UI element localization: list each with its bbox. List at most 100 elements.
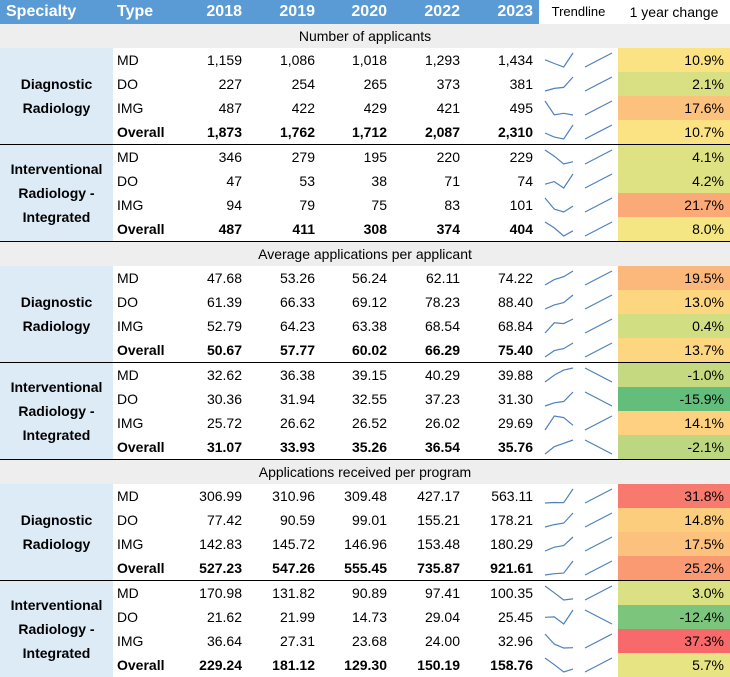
sparkline xyxy=(545,489,573,503)
trendline-2022-2023 xyxy=(579,556,618,581)
sparkline xyxy=(585,610,612,624)
sparkline xyxy=(545,586,573,600)
specialty-label: Radiology xyxy=(0,532,113,556)
value-cell: 2,310 xyxy=(466,120,539,145)
change-cell: 4.2% xyxy=(618,169,730,193)
trendline-2022-2023 xyxy=(579,411,618,435)
value-cell: 101 xyxy=(466,193,539,217)
value-cell: 1,293 xyxy=(393,48,466,72)
header-year-2023: 2023 xyxy=(466,0,539,24)
trendline-2022-2023 xyxy=(579,96,618,120)
value-cell: 427.17 xyxy=(393,484,466,508)
change-cell: 2.1% xyxy=(618,72,730,96)
value-cell: 404 xyxy=(466,217,539,242)
value-cell: 308 xyxy=(321,217,393,242)
sparkline xyxy=(545,416,573,430)
value-cell: 90.89 xyxy=(321,581,393,606)
value-cell: 37.23 xyxy=(393,387,466,411)
change-cell: 10.9% xyxy=(618,48,730,72)
sparkline xyxy=(545,440,573,454)
header-trendline: Trendline xyxy=(539,0,618,24)
value-cell: 527.23 xyxy=(177,556,248,581)
trendline-2018-2022 xyxy=(539,169,579,193)
value-cell: 146.96 xyxy=(321,532,393,556)
type-cell: MD xyxy=(113,363,177,388)
value-cell: 35.26 xyxy=(321,435,393,460)
sparkline xyxy=(585,125,612,139)
value-cell: 68.84 xyxy=(466,314,539,338)
value-cell: 229.24 xyxy=(177,653,248,677)
sparkline xyxy=(585,368,612,382)
specialty-label: Diagnostic xyxy=(0,290,113,314)
trendline-2018-2022 xyxy=(539,48,579,72)
sparkline xyxy=(585,101,612,115)
change-cell: 14.8% xyxy=(618,508,730,532)
trendline-2022-2023 xyxy=(579,387,618,411)
trendline-2022-2023 xyxy=(579,314,618,338)
value-cell: 66.29 xyxy=(393,338,466,363)
change-cell: -1.0% xyxy=(618,363,730,388)
trendline-2018-2022 xyxy=(539,72,579,96)
value-cell: 555.45 xyxy=(321,556,393,581)
value-cell: 227 xyxy=(177,72,248,96)
trendline-2018-2022 xyxy=(539,314,579,338)
type-cell: IMG xyxy=(113,411,177,435)
value-cell: 229 xyxy=(466,145,539,170)
value-cell: 220 xyxy=(393,145,466,170)
sparkline xyxy=(585,634,612,648)
value-cell: 1,159 xyxy=(177,48,248,72)
trendline-2022-2023 xyxy=(579,605,618,629)
trendline-2022-2023 xyxy=(579,290,618,314)
trendline-2022-2023 xyxy=(579,508,618,532)
type-cell: IMG xyxy=(113,96,177,120)
value-cell: 178.21 xyxy=(466,508,539,532)
trendline-2022-2023 xyxy=(579,217,618,242)
value-cell: 421 xyxy=(393,96,466,120)
value-cell: 131.82 xyxy=(248,581,321,606)
section-header: Number of applicants xyxy=(0,24,730,48)
value-cell: 68.54 xyxy=(393,314,466,338)
value-cell: 422 xyxy=(248,96,321,120)
trendline-2022-2023 xyxy=(579,629,618,653)
sparkline xyxy=(545,53,573,67)
header-year-2022: 2022 xyxy=(393,0,466,24)
value-cell: 195 xyxy=(321,145,393,170)
section-header: Average applications per applicant xyxy=(0,242,730,267)
specialty-label: Interventional xyxy=(0,593,113,617)
value-cell: 1,873 xyxy=(177,120,248,145)
sparkline xyxy=(545,610,573,624)
trendline-2018-2022 xyxy=(539,508,579,532)
value-cell: 31.94 xyxy=(248,387,321,411)
value-cell: 921.61 xyxy=(466,556,539,581)
sparkline xyxy=(585,271,612,285)
header-specialty: Specialty xyxy=(0,0,113,24)
trendline-2022-2023 xyxy=(579,193,618,217)
change-cell: 19.5% xyxy=(618,266,730,290)
type-cell: MD xyxy=(113,266,177,290)
change-cell: 0.4% xyxy=(618,314,730,338)
value-cell: 1,018 xyxy=(321,48,393,72)
section-title: Applications received per program xyxy=(0,460,730,485)
value-cell: 63.38 xyxy=(321,314,393,338)
specialty-label: Radiology xyxy=(0,96,113,120)
value-cell: 36.38 xyxy=(248,363,321,388)
trendline-2022-2023 xyxy=(579,145,618,170)
change-cell: 37.3% xyxy=(618,629,730,653)
specialty-label: Interventional xyxy=(0,375,113,399)
value-cell: 547.26 xyxy=(248,556,321,581)
value-cell: 25.72 xyxy=(177,411,248,435)
header-year-2019: 2019 xyxy=(248,0,321,24)
value-cell: 381 xyxy=(466,72,539,96)
value-cell: 47 xyxy=(177,169,248,193)
trendline-2022-2023 xyxy=(579,72,618,96)
value-cell: 155.21 xyxy=(393,508,466,532)
value-cell: 279 xyxy=(248,145,321,170)
trendline-2022-2023 xyxy=(579,581,618,606)
header-change: 1 year change xyxy=(618,0,730,24)
value-cell: 94 xyxy=(177,193,248,217)
sparkline xyxy=(545,658,573,672)
value-cell: 47.68 xyxy=(177,266,248,290)
